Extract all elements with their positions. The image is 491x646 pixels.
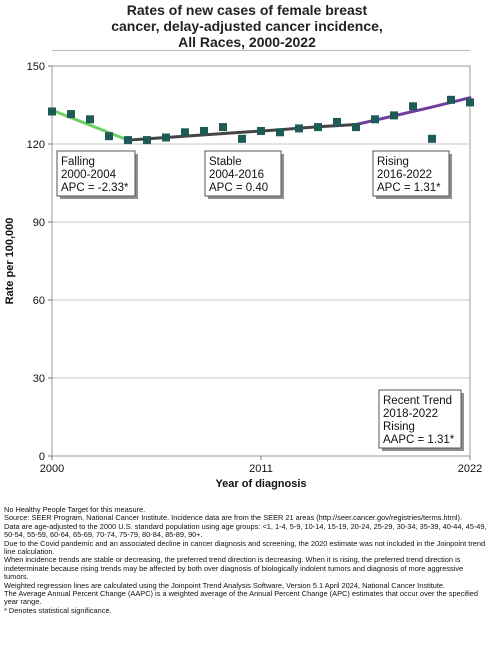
title-divider [52,50,470,51]
data-point [371,115,379,124]
y-axis-ticks: 0 30 60 90 120 150 [27,61,52,463]
x-tick-label: 2011 [249,463,273,475]
data-point [162,133,170,142]
data-point [295,124,303,133]
footnote: The Average Annual Percent Change (AAPC)… [4,589,478,607]
x-axis-label: Year of diagnosis [215,478,306,490]
data-point [466,98,474,107]
trend-chart: 0 30 60 90 120 150 2000 2011 2022 Falling2000-2… [4,61,482,490]
chart-title: Rates of new cases of female breast canc… [60,2,434,50]
data-point [257,127,265,135]
footnote: Source: SEER Program, National Cancer In… [4,513,463,523]
annotation-box [204,150,282,197]
data-point [200,127,208,135]
data-point [124,136,132,145]
footnote: Due to the Covid pandemic and an associa… [4,538,486,557]
gridlines [52,143,470,379]
data-point [409,102,417,111]
footnote: No Healthy People Target for this measur… [4,505,146,514]
footnote: When incidence trends are stable or decr… [4,555,464,582]
data-point [105,132,113,141]
data-point [314,123,322,132]
data-point [238,134,246,143]
data-point [352,123,360,132]
annotation-text: 2018-2022 [383,408,438,420]
annotation-box [372,150,450,197]
y-axis-label: Rate per 100,000 [4,218,16,305]
falling-trend-line [50,108,130,142]
data-point [48,107,56,116]
annotation-box [56,150,136,197]
footnote: * Denotes statistical significance. [4,605,112,615]
x-tick-label: 2000 [40,463,64,475]
annotation-text: 2000-2004 [61,169,117,181]
data-point [390,111,398,120]
annotation-text: AAPC = 1.31* [383,434,455,446]
data-point [219,123,227,132]
data-point [86,115,94,124]
annotation-text: 2016-2022 [377,169,432,181]
annotation-text: Recent Trend [383,395,452,407]
title-line-2: cancer, delay-adjusted cancer incidence, [111,18,383,34]
annotation-box [378,389,462,449]
annotation-text: APC = 0.40 [209,182,268,194]
data-point [143,136,151,145]
annotation-text: Rising [377,156,409,168]
data-point [333,117,341,126]
footnote: Weighted regression lines are calculated… [4,580,446,590]
y-tick-label: 150 [27,61,45,73]
y-tick-label: 30 [33,373,45,385]
x-axis-ticks: 2000 2011 2022 [40,456,482,475]
data-point [447,95,455,104]
y-tick-label: 120 [27,139,45,151]
data-point [276,128,284,137]
data-point [181,128,189,137]
observed-points [48,95,474,145]
y-tick-label: 90 [33,217,45,229]
data-point [428,134,436,143]
annotation-text: APC = 1.31* [377,182,441,194]
annotation-text: Rising [383,421,415,433]
footnotes: No Healthy People Target for this measur… [4,505,488,615]
annotation-text: 2004-2016 [209,169,264,181]
footnote: Data are age-adjusted to the 2000 U.S. s… [4,521,487,540]
title-line-3: All Races, 2000-2022 [178,34,316,50]
x-tick-label: 2022 [458,463,482,475]
title-line-1: Rates of new cases of female breast [126,2,368,18]
annotation-text: APC = -2.33* [61,182,129,194]
y-tick-label: 60 [33,295,45,307]
data-point [67,110,75,119]
annotation-text: Falling [61,156,95,168]
annotation-text: Stable [209,156,242,168]
y-tick-label: 0 [39,451,45,463]
